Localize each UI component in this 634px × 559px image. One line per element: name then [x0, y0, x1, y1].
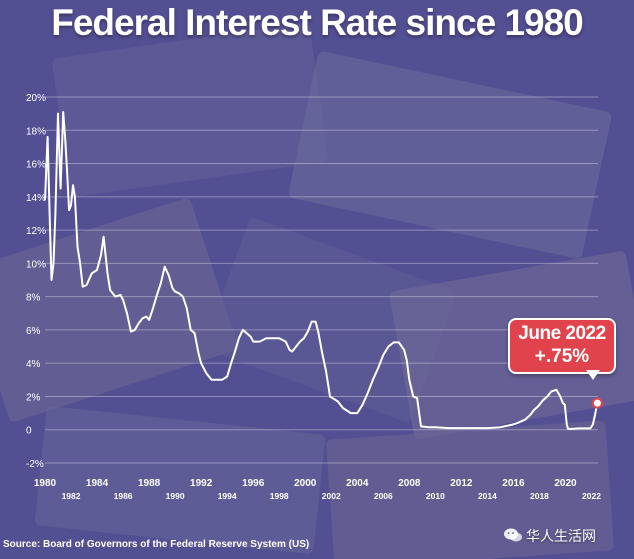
y-tick-label: 18%: [26, 126, 46, 137]
x-tick-label: 1982: [62, 491, 81, 501]
x-tick-label: 2012: [450, 478, 473, 489]
x-tick-label: 1988: [138, 478, 161, 489]
x-tick-label: 1980: [34, 478, 57, 489]
x-tick-label: 1992: [190, 478, 213, 489]
series-group: [44, 111, 603, 430]
y-axis-ticks: -2% 0 2% 4% 6% 8% 10% 12% 14% 16% 18% 20%: [26, 93, 46, 470]
x-tick-label: 2010: [426, 491, 445, 501]
x-tick-label: 1996: [242, 478, 265, 489]
x-tick-label: 1984: [86, 478, 109, 489]
x-tick-label: 2022: [582, 491, 601, 501]
callout-date: June 2022: [518, 323, 606, 344]
y-tick-label: 16%: [26, 160, 46, 171]
x-axis-ticks: 1980 1984 1988 1992 1996 2000 2004 2008 2012 2016…: [34, 478, 601, 501]
y-tick-label: 14%: [26, 193, 46, 204]
rate-series-line: [44, 111, 599, 430]
y-tick-label: 20%: [26, 93, 46, 104]
y-tick-label: 6%: [26, 326, 41, 337]
x-tick-label: 1994: [218, 491, 237, 501]
wechat-icon: [504, 528, 522, 542]
x-tick-label: 2020: [554, 478, 577, 489]
callout-pointer: [586, 370, 600, 380]
x-tick-label: 2002: [322, 491, 341, 501]
chart-title: Federal Interest Rate since 1980: [51, 2, 584, 43]
source-note: Source: Board of Governors of the Federa…: [3, 539, 310, 550]
x-tick-label: 1990: [166, 491, 185, 501]
watermark-text: 华人生活网: [526, 529, 596, 545]
x-tick-label: 2018: [530, 491, 549, 501]
y-tick-label: -2%: [26, 459, 44, 470]
x-tick-label: 2014: [478, 491, 497, 501]
y-tick-label: 2%: [26, 392, 41, 403]
y-tick-label: 12%: [26, 226, 46, 237]
x-tick-label: 2006: [374, 491, 393, 501]
y-tick-label: 10%: [26, 259, 46, 270]
x-tick-label: 1998: [270, 491, 289, 501]
grid-lines: [45, 96, 598, 464]
x-tick-label: 1986: [114, 491, 133, 501]
x-tick-label: 2000: [294, 478, 317, 489]
x-tick-label: 2008: [398, 478, 421, 489]
y-tick-label: 4%: [26, 359, 41, 370]
y-tick-label: 8%: [26, 293, 41, 304]
y-tick-label: 0: [26, 426, 32, 437]
june-2022-callout: June 2022 +.75%: [508, 318, 616, 374]
x-tick-label: 2016: [502, 478, 525, 489]
x-tick-label: 2004: [346, 478, 369, 489]
callout-value: +.75%: [534, 346, 590, 367]
latest-point-marker: [591, 397, 603, 409]
